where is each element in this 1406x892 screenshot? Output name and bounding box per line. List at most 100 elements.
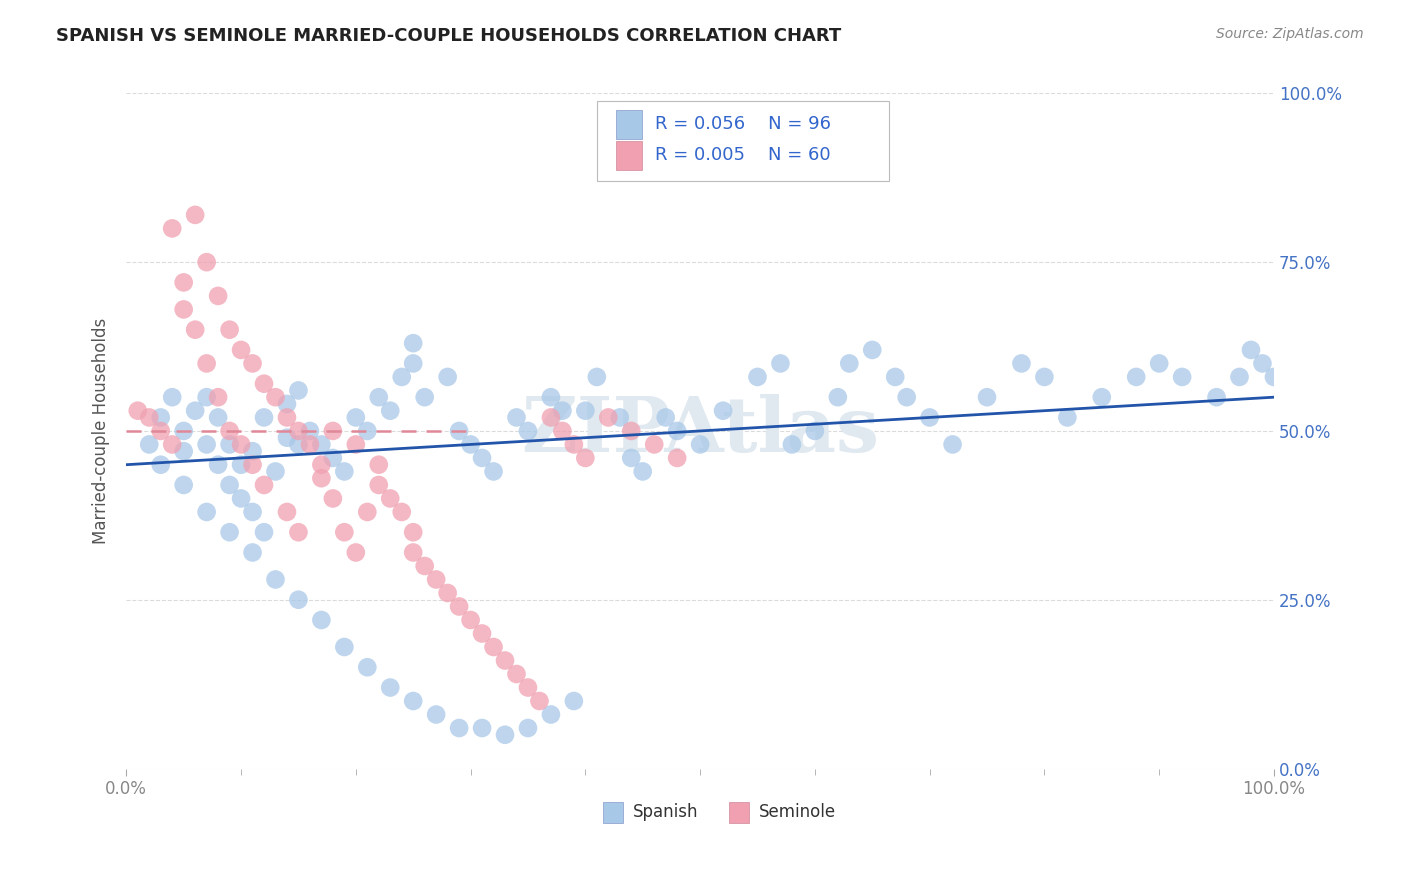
- Point: [517, 721, 540, 735]
- Point: [574, 450, 596, 465]
- Point: [380, 681, 402, 695]
- Y-axis label: Married-couple Households: Married-couple Households: [93, 318, 110, 544]
- Point: [860, 343, 883, 357]
- Point: [425, 707, 447, 722]
- Point: [585, 370, 607, 384]
- Point: [344, 545, 367, 559]
- Point: [311, 437, 333, 451]
- Point: [287, 437, 309, 451]
- Point: [173, 444, 195, 458]
- Point: [402, 694, 425, 708]
- Point: [562, 694, 585, 708]
- Text: SPANISH VS SEMINOLE MARRIED-COUPLE HOUSEHOLDS CORRELATION CHART: SPANISH VS SEMINOLE MARRIED-COUPLE HOUSE…: [56, 27, 841, 45]
- Point: [218, 525, 240, 540]
- Point: [160, 221, 183, 235]
- Point: [689, 437, 711, 451]
- Point: [517, 424, 540, 438]
- Point: [1205, 390, 1227, 404]
- Point: [229, 437, 252, 451]
- Point: [218, 478, 240, 492]
- Point: [609, 410, 631, 425]
- Point: [1263, 370, 1285, 384]
- Point: [322, 491, 344, 506]
- Point: [367, 458, 389, 472]
- Point: [942, 437, 965, 451]
- Point: [413, 559, 436, 574]
- Point: [918, 410, 941, 425]
- Text: Seminole: Seminole: [759, 804, 835, 822]
- Point: [287, 384, 309, 398]
- Point: [344, 437, 367, 451]
- Point: [391, 370, 413, 384]
- Point: [264, 390, 287, 404]
- Point: [138, 437, 160, 451]
- Point: [218, 424, 240, 438]
- Point: [149, 410, 172, 425]
- Point: [380, 491, 402, 506]
- Point: [413, 390, 436, 404]
- Point: [1240, 343, 1263, 357]
- Point: [264, 465, 287, 479]
- Point: [402, 336, 425, 351]
- Point: [1147, 356, 1170, 370]
- Point: [482, 640, 505, 654]
- Point: [471, 450, 494, 465]
- Point: [574, 403, 596, 417]
- Point: [449, 599, 471, 614]
- Point: [195, 255, 218, 269]
- Point: [1251, 356, 1274, 370]
- Point: [471, 721, 494, 735]
- Point: [449, 721, 471, 735]
- Point: [207, 458, 229, 472]
- Point: [460, 613, 482, 627]
- Point: [253, 525, 276, 540]
- Point: [229, 458, 252, 472]
- Point: [505, 667, 527, 681]
- Point: [471, 626, 494, 640]
- Point: [160, 437, 183, 451]
- Point: [173, 424, 195, 438]
- Point: [380, 403, 402, 417]
- Point: [184, 323, 207, 337]
- Point: [298, 424, 321, 438]
- Point: [402, 545, 425, 559]
- Point: [207, 410, 229, 425]
- Point: [253, 410, 276, 425]
- Point: [195, 505, 218, 519]
- Point: [976, 390, 998, 404]
- Point: [631, 465, 654, 479]
- Point: [769, 356, 792, 370]
- Point: [620, 424, 643, 438]
- Point: [838, 356, 860, 370]
- Bar: [728, 802, 749, 822]
- Point: [322, 424, 344, 438]
- Point: [322, 450, 344, 465]
- Point: [333, 640, 356, 654]
- Point: [173, 302, 195, 317]
- Point: [127, 403, 149, 417]
- Point: [1091, 390, 1114, 404]
- Bar: [616, 141, 641, 169]
- Point: [356, 660, 378, 674]
- Point: [173, 276, 195, 290]
- Point: [311, 458, 333, 472]
- Point: [242, 545, 264, 559]
- Point: [643, 437, 665, 451]
- Point: [482, 465, 505, 479]
- Point: [195, 390, 218, 404]
- Point: [207, 289, 229, 303]
- Point: [311, 471, 333, 485]
- Point: [517, 681, 540, 695]
- Bar: [603, 802, 623, 822]
- Point: [229, 343, 252, 357]
- Point: [242, 458, 264, 472]
- Point: [173, 478, 195, 492]
- Point: [598, 410, 620, 425]
- Point: [276, 431, 298, 445]
- Point: [551, 403, 574, 417]
- Text: Spanish: Spanish: [633, 804, 697, 822]
- Point: [1010, 356, 1032, 370]
- Point: [436, 370, 458, 384]
- Point: [827, 390, 849, 404]
- Point: [160, 390, 183, 404]
